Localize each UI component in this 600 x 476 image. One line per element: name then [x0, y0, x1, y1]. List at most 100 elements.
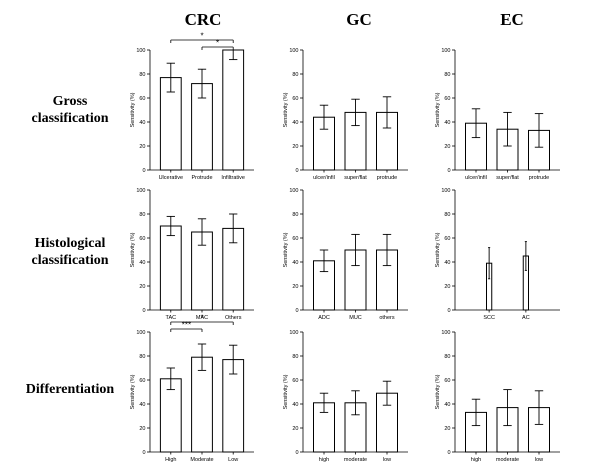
bar	[159, 225, 182, 311]
y-tick-label: 60	[139, 236, 145, 242]
y-tick-label: 100	[289, 48, 298, 54]
y-tick-label: 0	[142, 308, 145, 314]
category-label: Infiltrative	[221, 175, 245, 181]
category-label: high	[319, 457, 329, 463]
y-tick-label: 100	[289, 188, 298, 194]
column-title-crc: CRC	[185, 10, 222, 29]
category-label: ulcer/infil	[313, 175, 335, 181]
category-label: super/flat	[496, 175, 519, 181]
column-titles: CRC GC EC	[185, 10, 524, 29]
y-tick-label: 0	[447, 168, 450, 174]
y-tick-label: 60	[139, 378, 145, 384]
category-label: high	[471, 457, 481, 463]
significance-label: *	[200, 314, 203, 323]
y-tick-label: 80	[139, 72, 145, 78]
y-tick-label: 60	[292, 378, 298, 384]
category-label: Protrude	[191, 175, 212, 181]
bar	[222, 49, 245, 171]
chart-panel-7: 0 20 40 60 80 100 Sensitivity (%) High Moderate L…	[130, 314, 254, 463]
y-tick-label: 60	[444, 378, 450, 384]
chart-panel-5: 0 20 40 60 80 100 Sensitivity (%) ADC MUC others	[283, 188, 408, 321]
y-axis-label: Sensitivity (%)	[283, 374, 289, 409]
y-tick-label: 100	[441, 188, 450, 194]
y-tick-label: 80	[292, 212, 298, 218]
category-label: MUC	[349, 315, 362, 321]
y-tick-label: 20	[292, 426, 298, 432]
category-label: protrude	[377, 175, 398, 181]
row-label-histo-2: classification	[32, 253, 109, 268]
category-label: moderate	[344, 457, 367, 463]
y-tick-label: 80	[292, 354, 298, 360]
y-tick-label: 80	[139, 212, 145, 218]
chart-panel-4: 0 20 40 60 80 100 Sensitivity (%) TAC MAC Others	[130, 188, 254, 321]
chart-panel-1: 0 20 40 60 80 100 Sensitivity (%) Ulcerative Pro…	[130, 32, 254, 181]
y-tick-label: 60	[139, 96, 145, 102]
y-tick-label: 40	[292, 260, 298, 266]
category-label: low	[383, 457, 391, 463]
chart-panel-9: 0 20 40 60 80 100 Sensitivity (%) high moderate l…	[435, 330, 560, 463]
significance-label: *	[200, 32, 203, 41]
category-label: protrude	[529, 175, 550, 181]
chart-panel-3: 0 20 40 60 80 100 Sensitivity (%) ulcer/infil su…	[435, 48, 560, 181]
y-tick-label: 80	[444, 212, 450, 218]
category-label: Others	[225, 315, 242, 321]
y-axis-label: Sensitivity (%)	[130, 92, 136, 127]
y-tick-label: 100	[136, 330, 145, 336]
y-tick-label: 0	[295, 168, 298, 174]
y-axis-label: Sensitivity (%)	[283, 232, 289, 267]
y-tick-label: 60	[444, 96, 450, 102]
category-label: ADC	[318, 315, 330, 321]
category-label: AC	[522, 315, 530, 321]
y-tick-label: 20	[139, 426, 145, 432]
y-axis-label: Sensitivity (%)	[435, 374, 441, 409]
bar	[191, 356, 213, 453]
y-tick-label: 100	[136, 48, 145, 54]
y-tick-label: 40	[444, 402, 450, 408]
category-label: moderate	[496, 457, 519, 463]
category-label: low	[535, 457, 543, 463]
chart-panel-8: 0 20 40 60 80 100 Sensitivity (%) high moderate l…	[283, 330, 408, 463]
category-label: others	[379, 315, 395, 321]
y-tick-label: 20	[292, 284, 298, 290]
row-label-histo-1: Histological	[35, 236, 106, 251]
y-tick-label: 40	[139, 402, 145, 408]
y-tick-label: 20	[292, 144, 298, 150]
y-tick-label: 80	[292, 72, 298, 78]
row-label-gross-2: classification	[32, 111, 109, 126]
y-tick-label: 40	[292, 402, 298, 408]
category-label: High	[165, 457, 176, 463]
column-title-ec: EC	[500, 10, 524, 29]
row-labels: Gross classification Histological classi…	[26, 94, 115, 397]
y-tick-label: 100	[441, 330, 450, 336]
y-tick-label: 40	[139, 120, 145, 126]
category-label: Ulcerative	[159, 175, 183, 181]
y-tick-label: 0	[447, 450, 450, 456]
category-label: MAC	[196, 315, 208, 321]
y-axis-label: Sensitivity (%)	[435, 92, 441, 127]
y-tick-label: 0	[295, 308, 298, 314]
y-tick-label: 0	[142, 168, 145, 174]
row-label-diff: Differentiation	[26, 382, 115, 397]
y-tick-label: 0	[142, 450, 145, 456]
y-tick-label: 20	[444, 284, 450, 290]
y-tick-label: 100	[441, 48, 450, 54]
y-tick-label: 80	[444, 72, 450, 78]
y-tick-label: 20	[139, 144, 145, 150]
y-axis-label: Sensitivity (%)	[130, 374, 136, 409]
y-tick-label: 20	[444, 426, 450, 432]
chart-panel-6: 0 20 40 60 80 100 Sensitivity (%) SCC AC	[435, 188, 560, 321]
y-tick-label: 40	[444, 120, 450, 126]
column-title-gc: GC	[346, 10, 372, 29]
category-label: Low	[228, 457, 238, 463]
category-label: ulcer/infil	[465, 175, 487, 181]
y-tick-label: 100	[136, 188, 145, 194]
category-label: TAC	[166, 315, 177, 321]
row-label-gross-1: Gross	[53, 94, 88, 109]
y-tick-label: 40	[444, 260, 450, 266]
category-label: super/flat	[344, 175, 367, 181]
category-label: SCC	[483, 315, 495, 321]
y-tick-label: 40	[292, 120, 298, 126]
y-tick-label: 100	[289, 330, 298, 336]
significance-label: *	[216, 39, 219, 48]
